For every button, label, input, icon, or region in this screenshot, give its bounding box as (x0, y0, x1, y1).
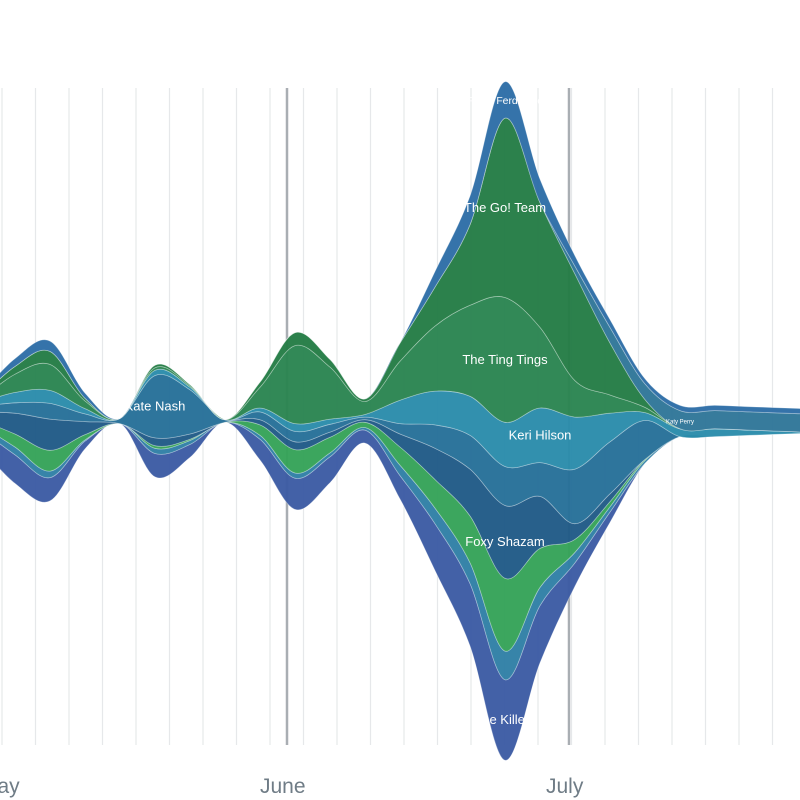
stream-label: The Go! Team (464, 200, 546, 215)
stream-label: Franz Ferdinand (467, 96, 543, 107)
stream-layers (0, 81, 800, 761)
stream-label: Katy Perry (666, 420, 694, 426)
stream-label: Keri Hilson (509, 427, 572, 442)
stream-layer (0, 420, 800, 652)
stream-label: The Killers (474, 712, 536, 727)
stream-label: Kate Nash (125, 399, 186, 414)
month-label-may: May (0, 775, 20, 798)
stream-layer (0, 81, 800, 421)
month-label-june: June (260, 775, 306, 798)
stream-layer (0, 117, 800, 433)
x-axis: May June July (0, 775, 584, 798)
stream-label: The Ting Tings (462, 352, 548, 367)
stream-layer (0, 368, 800, 471)
stream-labels: The Killers Foxy Shazam Kate Nash Keri Hils… (125, 96, 694, 727)
stream-label: Foxy Shazam (465, 534, 544, 549)
month-label-july: July (546, 775, 584, 798)
stream-layer (0, 421, 800, 681)
stream-layer (0, 117, 800, 433)
stream-layer (0, 374, 800, 525)
